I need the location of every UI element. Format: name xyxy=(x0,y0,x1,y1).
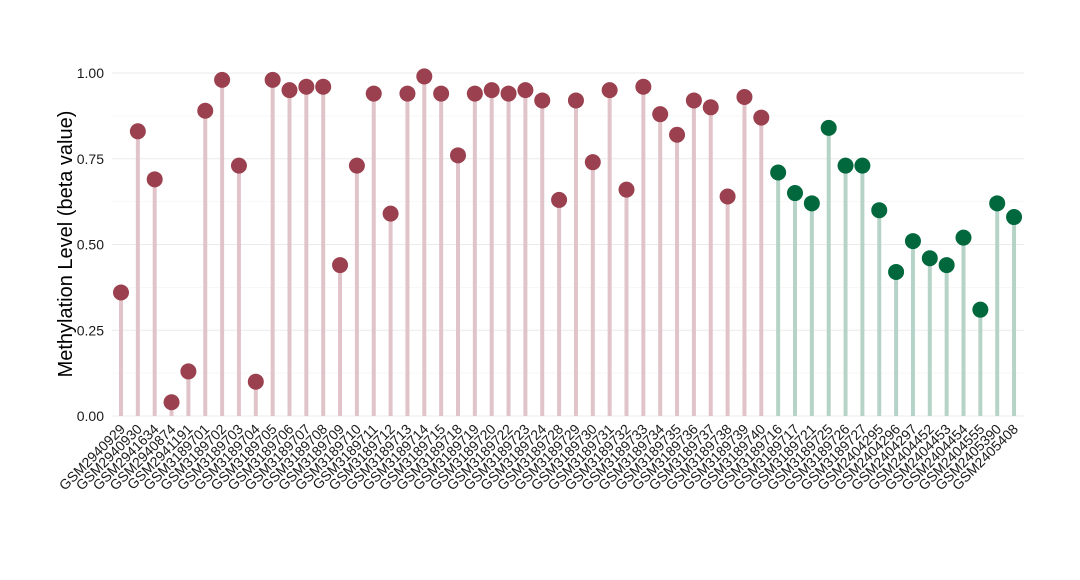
data-point xyxy=(635,78,652,95)
data-point xyxy=(382,205,399,222)
data-point xyxy=(315,78,332,95)
data-point xyxy=(264,71,281,88)
data-point xyxy=(972,301,989,318)
data-point xyxy=(820,119,837,136)
y-tick-label: 0.00 xyxy=(77,408,104,424)
data-point xyxy=(129,123,146,140)
data-point xyxy=(770,164,787,181)
data-point xyxy=(871,202,888,219)
data-point xyxy=(197,102,214,119)
data-point xyxy=(466,85,483,102)
y-tick-label: 0.50 xyxy=(77,237,104,253)
data-point xyxy=(787,185,803,202)
data-point xyxy=(567,92,584,109)
data-point xyxy=(753,109,770,126)
data-point xyxy=(719,188,736,205)
data-point xyxy=(247,373,264,390)
data-point xyxy=(534,92,551,109)
data-point xyxy=(450,147,466,164)
data-point xyxy=(736,89,753,106)
data-point xyxy=(163,394,180,411)
gridlines xyxy=(112,72,1024,417)
data-point xyxy=(888,263,905,280)
data-point xyxy=(702,99,719,116)
data-point xyxy=(904,233,921,250)
data-point xyxy=(921,250,938,267)
data-point xyxy=(955,229,972,246)
data-point xyxy=(180,363,197,380)
data-point xyxy=(483,82,500,99)
lollipop-stems xyxy=(119,76,1017,416)
data-point xyxy=(803,195,820,212)
data-point xyxy=(281,82,298,99)
data-point xyxy=(551,191,568,208)
data-point xyxy=(685,92,702,109)
data-point xyxy=(365,85,382,102)
data-point xyxy=(517,82,534,99)
y-axis-tick-labels: 0.00 0.25 0.50 0.75 1.00 xyxy=(77,65,104,424)
data-point xyxy=(298,78,315,95)
y-tick-label: 0.25 xyxy=(77,322,104,338)
data-point xyxy=(416,68,433,85)
data-point xyxy=(332,257,349,274)
data-point xyxy=(618,181,635,198)
data-point xyxy=(500,85,517,102)
data-point xyxy=(146,171,163,188)
data-point xyxy=(669,126,686,143)
data-point xyxy=(837,157,854,174)
data-point xyxy=(584,154,601,171)
data-point xyxy=(1006,209,1023,226)
data-point xyxy=(399,85,416,102)
y-tick-label: 0.75 xyxy=(77,151,104,167)
data-point xyxy=(652,106,669,123)
data-point xyxy=(113,284,129,301)
lollipop-points xyxy=(113,68,1023,411)
data-point xyxy=(601,82,618,99)
data-point xyxy=(230,157,247,174)
data-point xyxy=(433,85,450,102)
y-tick-label: 1.00 xyxy=(77,65,104,81)
data-point xyxy=(989,195,1006,212)
x-axis-tick-labels: GSM2940929GSM2940930GSM2941634GSM2940874… xyxy=(56,421,1022,494)
data-point xyxy=(214,71,231,88)
data-point xyxy=(348,157,365,174)
data-point xyxy=(938,257,955,274)
y-axis-title: Methylation Level (beta value) xyxy=(55,111,77,378)
data-point xyxy=(854,157,871,174)
